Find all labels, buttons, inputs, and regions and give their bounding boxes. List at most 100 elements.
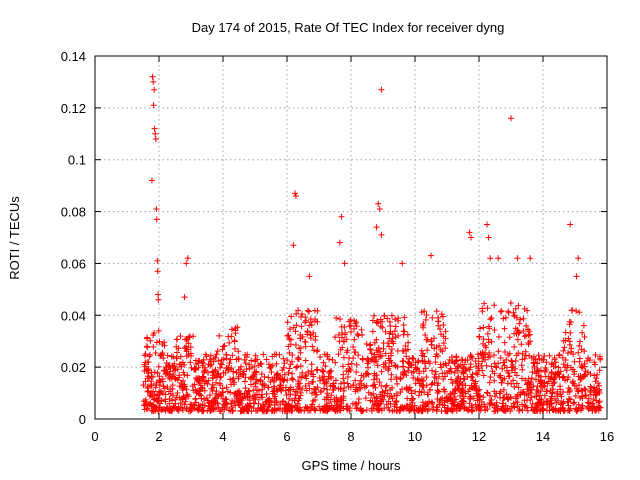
data-point (202, 351, 209, 358)
data-point (251, 395, 258, 402)
data-point (144, 359, 151, 366)
data-point (285, 369, 292, 376)
data-point (215, 357, 222, 364)
data-point (158, 351, 165, 358)
data-point (491, 404, 498, 411)
data-point (343, 367, 350, 374)
data-point (170, 353, 177, 360)
data-point (226, 339, 233, 346)
data-point (388, 359, 395, 366)
data-point (182, 336, 189, 343)
data-point (384, 390, 391, 397)
data-point (470, 395, 477, 402)
data-point (276, 385, 283, 392)
data-point (405, 360, 412, 367)
data-point (155, 327, 162, 334)
data-point (552, 359, 559, 366)
data-point (352, 377, 359, 384)
data-point (561, 344, 568, 351)
data-point (156, 388, 163, 395)
data-point (570, 351, 577, 358)
data-point (322, 363, 329, 370)
data-point (338, 334, 345, 341)
data-point (469, 407, 476, 414)
data-point (221, 342, 228, 349)
data-point (551, 375, 558, 382)
data-point (587, 391, 594, 398)
data-point (171, 367, 178, 374)
data-point (302, 314, 309, 321)
data-point (491, 302, 498, 309)
data-point (596, 389, 603, 396)
x-tick-label: 6 (283, 429, 290, 444)
data-point (309, 343, 316, 350)
data-point (362, 395, 369, 402)
data-point (207, 352, 214, 359)
data-point (501, 325, 508, 332)
data-point (181, 294, 188, 301)
data-point (212, 366, 219, 373)
data-point (503, 364, 510, 371)
data-point (236, 401, 243, 408)
data-point (592, 378, 599, 385)
data-point (568, 345, 575, 352)
data-point (596, 404, 603, 411)
x-tick-label: 12 (472, 429, 486, 444)
data-point (229, 408, 236, 415)
data-point (156, 373, 163, 380)
data-point (294, 400, 301, 407)
data-point (226, 360, 233, 367)
data-point (590, 396, 597, 403)
data-point (373, 336, 380, 343)
data-point (199, 407, 206, 414)
data-point (149, 73, 156, 80)
data-point (328, 367, 335, 374)
data-point (158, 397, 165, 404)
data-point (424, 400, 431, 407)
data-point (559, 374, 566, 381)
data-point (151, 125, 158, 132)
data-point (483, 344, 490, 351)
data-point (229, 397, 236, 404)
data-point (156, 382, 163, 389)
data-point (215, 404, 222, 411)
data-point (564, 362, 571, 369)
data-point (214, 371, 221, 378)
data-point (593, 375, 600, 382)
data-point (154, 370, 161, 377)
data-point (287, 406, 294, 413)
data-point (383, 401, 390, 408)
data-point (518, 341, 525, 348)
data-point (389, 384, 396, 391)
data-point (518, 362, 525, 369)
data-point (190, 402, 197, 409)
y-tick-label: 0.06 (61, 256, 86, 271)
data-point (391, 401, 398, 408)
data-point (332, 334, 339, 341)
data-point (400, 369, 407, 376)
data-point (347, 384, 354, 391)
data-point (438, 364, 445, 371)
data-point (466, 366, 473, 373)
data-point (548, 397, 555, 404)
data-point (144, 367, 151, 374)
data-point (524, 386, 531, 393)
data-point (453, 407, 460, 414)
data-point (297, 362, 304, 369)
data-point (436, 401, 443, 408)
data-point (572, 392, 579, 399)
data-point (508, 115, 514, 122)
data-point (147, 337, 154, 344)
data-point (204, 380, 211, 387)
data-point (434, 389, 441, 396)
data-point (143, 334, 150, 341)
data-point (166, 375, 173, 382)
data-point (527, 396, 534, 403)
data-point (521, 397, 528, 404)
data-point (541, 379, 548, 386)
data-point (312, 396, 319, 403)
data-point (140, 382, 147, 389)
data-point (442, 328, 449, 335)
data-point (450, 405, 457, 412)
data-point (511, 343, 518, 350)
